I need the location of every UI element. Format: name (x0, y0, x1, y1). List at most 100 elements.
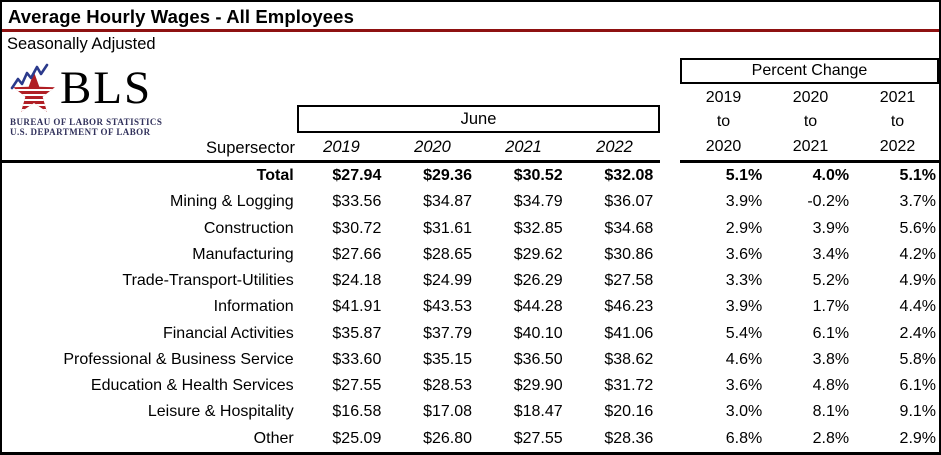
row-label: Construction (203, 219, 294, 237)
page-title: Average Hourly Wages - All Employees (2, 2, 939, 32)
wage-2020-cell: $26.80 (423, 429, 472, 447)
column-gap (657, 347, 678, 373)
wage-2022-cell: $36.07 (604, 193, 654, 211)
wage-2021-cell: $29.62 (513, 245, 563, 263)
year-header-2022: 2022 (596, 138, 633, 156)
wage-2021-cell: $44.28 (513, 298, 563, 316)
pct-2019-2020-cell: 3.9% (725, 193, 763, 211)
bls-logo-bureau-line: BUREAU OF LABOR STATISTICS (10, 117, 163, 127)
pct-2021-2022-cell: 3.7% (899, 193, 937, 211)
table-row: Financial Activities $35.87 $37.79 $40.1… (2, 321, 939, 347)
pct-2020-2021-cell: 3.8% (812, 350, 850, 368)
pct-2020-2021-cell: 2.8% (812, 429, 850, 447)
table-row: Leisure & Hospitality $16.58 $17.08 $18.… (2, 399, 939, 425)
wage-2020-cell: $28.53 (423, 377, 472, 395)
wage-2022-cell: $32.08 (604, 167, 654, 184)
year-header-2021: 2021 (505, 138, 542, 156)
wage-2021-cell: $18.47 (513, 403, 563, 421)
column-gap (657, 399, 678, 425)
pct-2019-2020-cell: 2.9% (725, 219, 763, 237)
row-label: Mining & Logging (170, 193, 294, 211)
pct-2020-2021-cell: 4.0% (812, 167, 850, 184)
pct-2021-2022-cell: 2.4% (899, 324, 937, 342)
column-gap (657, 189, 678, 215)
wage-2022-cell: $34.68 (604, 219, 654, 237)
percent-change-span-headers: 2019 to 2020 2020 to 2021 2021 to 2022 (680, 86, 939, 159)
wage-2022-cell: $41.06 (604, 324, 654, 342)
pct-2021-2022-cell: 2.9% (899, 429, 937, 447)
pct-2019-2020-cell: 3.9% (725, 298, 763, 316)
wage-2022-cell: $28.36 (604, 429, 654, 447)
row-label: Other (253, 429, 294, 447)
column-gap (657, 321, 678, 347)
row-label: Information (213, 298, 294, 316)
wage-2021-cell: $30.52 (513, 167, 563, 184)
bls-logo-top: BLS (10, 62, 180, 117)
header-rule-right (680, 160, 939, 163)
row-label: Financial Activities (162, 324, 294, 342)
wage-2020-cell: $31.61 (423, 219, 472, 237)
header-rule-left (2, 160, 660, 163)
wage-2020-cell: $17.08 (423, 403, 472, 421)
wage-2021-cell: $40.10 (513, 324, 563, 342)
wage-2021-cell: $34.79 (513, 193, 563, 211)
pct-2021-2022-cell: 4.2% (899, 245, 937, 263)
table-row: Professional & Business Service $33.60 $… (2, 347, 939, 373)
wage-2020-cell: $43.53 (423, 298, 472, 316)
wage-2021-cell: $27.55 (513, 429, 563, 447)
year-header-2019: 2019 (323, 138, 360, 156)
wage-2019-cell: $30.72 (332, 219, 382, 237)
wage-2021-cell: $26.29 (513, 272, 563, 290)
table-row: Information $41.91 $43.53 $44.28 $46.23 … (2, 294, 939, 320)
wage-2020-cell: $29.36 (423, 167, 472, 184)
row-label: Leisure & Hospitality (147, 403, 294, 421)
wage-2022-cell: $46.23 (604, 298, 654, 316)
pct-2019-2020-cell: 5.1% (725, 167, 763, 184)
table-row: Trade-Transport-Utilities $24.18 $24.99 … (2, 268, 939, 294)
supersector-column-header: Supersector (206, 139, 295, 157)
pct-2019-2020-cell: 3.6% (725, 245, 763, 263)
wage-2022-cell: $31.72 (604, 377, 654, 395)
page-subtitle: Seasonally Adjusted (7, 35, 156, 53)
table-row: Education & Health Services $27.55 $28.5… (2, 373, 939, 399)
pct-2019-2020-cell: 4.6% (725, 350, 763, 368)
wage-2019-cell: $27.94 (332, 167, 382, 184)
wage-2020-cell: $28.65 (423, 245, 472, 263)
row-label: Professional & Business Service (63, 350, 294, 368)
wage-2020-cell: $24.99 (423, 272, 472, 290)
pct-2020-2021-cell: 8.1% (812, 403, 850, 421)
wage-2021-cell: $36.50 (513, 350, 563, 368)
wage-2019-cell: $27.66 (332, 245, 382, 263)
wage-table-body: Total $27.94 $29.36 $30.52 $32.08 5.1% 4… (2, 163, 939, 452)
pct-2019-2020-cell: 3.0% (725, 403, 763, 421)
column-gap (657, 268, 678, 294)
table-row: Construction $30.72 $31.61 $32.85 $34.68… (2, 216, 939, 242)
pct-2020-2021-cell: -0.2% (807, 193, 850, 211)
wage-2019-cell: $33.56 (332, 193, 382, 211)
pct-2021-2022-cell: 4.4% (899, 298, 937, 316)
pct-span-2020-2021: 2020 to 2021 (792, 89, 829, 155)
pct-2020-2021-cell: 5.2% (812, 272, 850, 290)
wage-2022-cell: $30.86 (604, 245, 654, 263)
pct-span-2021-2022: 2021 to 2022 (879, 89, 916, 155)
row-label: Manufacturing (192, 245, 294, 263)
pct-2020-2021-cell: 1.7% (812, 298, 850, 316)
pct-2019-2020-cell: 3.3% (725, 272, 763, 290)
table-row: Other $25.09 $26.80 $27.55 $28.36 6.8% 2… (2, 426, 939, 452)
row-label: Trade-Transport-Utilities (122, 272, 294, 290)
wage-2020-cell: $35.15 (423, 350, 472, 368)
pct-2021-2022-cell: 5.8% (899, 350, 937, 368)
pct-2021-2022-cell: 6.1% (899, 377, 937, 395)
column-gap (657, 294, 678, 320)
wage-2020-cell: $34.87 (423, 193, 472, 211)
column-gap (657, 242, 678, 268)
bls-logo-department-line: U.S. DEPARTMENT OF LABOR (10, 127, 151, 137)
column-gap (657, 216, 678, 242)
table-header-zone: BLS BUREAU OF LABOR STATISTICS U.S. DEPA… (2, 57, 939, 163)
wage-2022-cell: $20.16 (604, 403, 654, 421)
table-row: Mining & Logging $33.56 $34.87 $34.79 $3… (2, 189, 939, 215)
bls-logo-acronym: BLS (60, 62, 153, 114)
wage-2022-cell: $38.62 (604, 350, 654, 368)
column-gap (657, 163, 678, 189)
wage-2019-cell: $41.91 (332, 298, 382, 316)
